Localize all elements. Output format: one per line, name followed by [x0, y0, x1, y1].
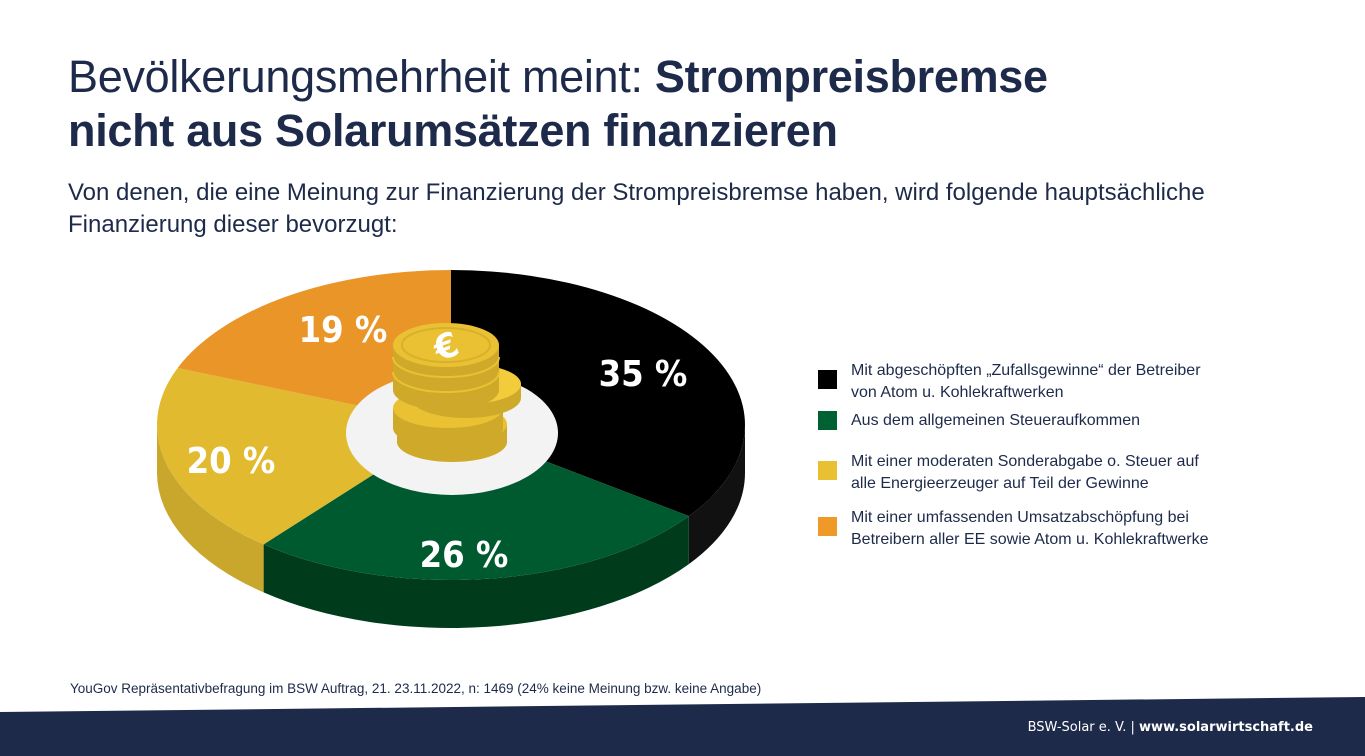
slice-label-26: 26 % [420, 535, 509, 576]
legend-swatch-orange [818, 517, 837, 536]
legend: Mit abgeschöpften „Zufallsgewinne“ der B… [818, 360, 1278, 557]
legend-swatch-green [818, 411, 837, 430]
legend-label: Mit abgeschöpften „Zufallsgewinne“ der B… [851, 362, 1201, 401]
slice-label-19: 19 % [299, 310, 388, 351]
legend-label: Mit einer moderaten Sonderabgabe o. Steu… [851, 453, 1199, 492]
pie-chart: € 35 % 26 % 20 % 19 % [156, 270, 745, 628]
legend-swatch-black [818, 370, 837, 389]
legend-item: Mit einer moderaten Sonderabgabe o. Steu… [818, 451, 1278, 507]
footer-org: BSW-Solar e. V. | [1027, 720, 1140, 735]
subtitle: Von denen, die eine Meinung zur Finanzie… [68, 179, 1205, 238]
pie-labels: 35 % 26 % 20 % 19 % [187, 310, 688, 576]
source-note: YouGov Repräsentativbefragung im BSW Auf… [70, 681, 762, 696]
footer-text: BSW-Solar e. V. | www.solarwirtschaft.de [1028, 720, 1313, 735]
euro-coin-stack-icon: € [392, 323, 521, 462]
legend-item: Mit einer umfassenden Umsatzabschöpfung … [818, 507, 1278, 557]
pie-slice-26 [263, 425, 689, 580]
legend-item: Aus dem allgemeinen Steueraufkommen [818, 410, 1278, 451]
pie-sides [157, 425, 745, 628]
title-bold-line1: Strompreisbremse [654, 51, 1048, 102]
legend-label: Mit einer umfassenden Umsatzabschöpfung … [851, 509, 1209, 548]
pie-center: € [346, 323, 558, 495]
legend-label: Aus dem allgemeinen Steueraufkommen [851, 412, 1141, 429]
pie-side-35 [688, 425, 745, 565]
pie-slice-35 [451, 270, 745, 517]
pie-side-20 [157, 425, 264, 593]
legend-swatch-yellow [818, 461, 837, 480]
slice-label-20: 20 % [187, 441, 276, 482]
pie-side-26 [263, 516, 689, 628]
slice-label-35: 35 % [599, 354, 688, 395]
title-bold-line2: nicht aus Solarumsätzen finanzieren [68, 105, 838, 156]
footer-url[interactable]: www.solarwirtschaft.de [1139, 720, 1313, 735]
footer-band-shape [0, 697, 1365, 756]
legend-item: Mit abgeschöpften „Zufallsgewinne“ der B… [818, 360, 1278, 410]
title-light: Bevölkerungsmehrheit meint: [68, 51, 655, 102]
page-title: Bevölkerungsmehrheit meint: Strompreisbr… [68, 50, 1268, 158]
